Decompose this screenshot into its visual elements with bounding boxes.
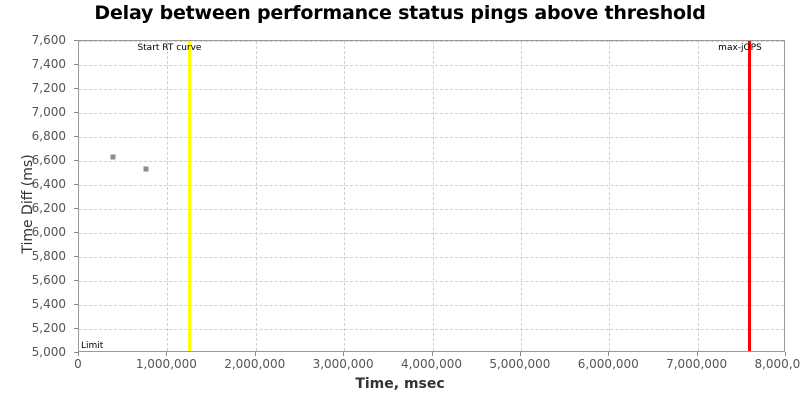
y-axis-tick-mark <box>74 112 78 113</box>
data-point <box>143 166 149 172</box>
y-axis-tick-label: 7,200 <box>31 81 66 95</box>
x-axis-tick-mark <box>608 352 610 356</box>
y-axis-tick-mark <box>74 256 78 257</box>
y-axis-tick-label: 7,400 <box>31 57 66 71</box>
y-axis-tick-labels: 5,000 5,200 5,400 5,600 5,800 6,000 6,200 6,400… <box>0 0 66 400</box>
gridline-horizontal <box>79 233 784 234</box>
gridline-horizontal <box>79 161 784 162</box>
x-axis-title: Time, msec <box>355 376 445 392</box>
y-axis-tick-mark <box>74 88 78 89</box>
gridline-horizontal <box>79 185 784 186</box>
gridline-horizontal <box>79 281 784 282</box>
y-axis-tick-label: 5,400 <box>31 297 66 311</box>
x-axis-tick-mark <box>431 352 433 356</box>
x-axis-tick-mark <box>519 352 521 356</box>
gridline-horizontal <box>79 209 784 210</box>
data-point <box>110 154 116 160</box>
y-axis-tick-mark <box>74 328 78 329</box>
marker-line-max-jops <box>748 41 752 351</box>
x-axis-tick-label: 1,000,000 <box>135 357 197 371</box>
y-axis-tick-label: 6,200 <box>31 201 66 215</box>
gridline-horizontal <box>79 113 784 114</box>
gridline-vertical <box>432 41 434 351</box>
gridline-horizontal <box>79 65 784 66</box>
y-axis-tick-mark <box>74 160 78 161</box>
y-axis-tick-label: 5,800 <box>31 249 66 263</box>
marker-label-limit: Limit <box>81 341 104 351</box>
x-axis-tick-label: 2,000,000 <box>224 357 286 371</box>
gridline-vertical <box>167 41 169 351</box>
y-axis-tick-mark <box>74 136 78 137</box>
x-axis-tick-mark <box>78 352 79 356</box>
x-axis-tick-mark <box>254 352 256 356</box>
plot-area: Start RT curve max-jOPS Limit <box>78 40 785 352</box>
marker-label-start-rt-curve: Start RT curve <box>137 43 202 53</box>
y-axis-tick-mark <box>74 64 78 65</box>
x-axis-tick-mark <box>696 352 698 356</box>
y-axis-tick-label: 6,400 <box>31 177 66 191</box>
y-axis-tick-label: 6,000 <box>31 225 66 239</box>
y-axis-tick-label: 5,000 <box>31 345 66 359</box>
y-axis-tick-mark <box>74 352 78 353</box>
gridline-vertical <box>344 41 346 351</box>
y-axis-title: Time Diff (ms) <box>20 154 36 254</box>
y-axis-tick-mark <box>74 40 78 41</box>
marker-label-max-jops: max-jOPS <box>718 43 762 53</box>
x-axis-tick-label: 5,000,000 <box>489 357 551 371</box>
gridline-horizontal <box>79 41 784 42</box>
y-axis-tick-label: 5,200 <box>31 321 66 335</box>
y-axis-tick-mark <box>74 304 78 305</box>
x-axis-tick-label: 8,000,000 <box>754 357 800 371</box>
gridline-vertical <box>697 41 699 351</box>
x-axis-tick-mark <box>343 352 345 356</box>
gridline-horizontal <box>79 137 784 138</box>
chart-title: Delay between performance status pings a… <box>94 2 706 24</box>
gridline-vertical <box>609 41 611 351</box>
y-axis-tick-label: 7,000 <box>31 105 66 119</box>
x-axis-tick-mark <box>166 352 168 356</box>
x-axis-tick-mark <box>785 352 786 356</box>
y-axis-tick-label: 7,600 <box>31 33 66 47</box>
y-axis-tick-label: 6,800 <box>31 129 66 143</box>
gridline-vertical <box>520 41 522 351</box>
x-axis-tick-label: 6,000,000 <box>577 357 639 371</box>
x-axis-tick-label: 4,000,000 <box>400 357 463 371</box>
x-axis-tick-label: 7,000,000 <box>666 357 728 371</box>
marker-line-start-rt-curve <box>187 41 191 351</box>
x-axis-tick-label: 3,000,000 <box>312 357 374 371</box>
gridline-horizontal <box>79 305 784 306</box>
x-axis-tick-label: 0 <box>74 357 82 371</box>
gridline-horizontal <box>79 257 784 258</box>
y-axis-tick-mark <box>74 280 78 281</box>
gridline-horizontal <box>79 329 784 330</box>
gridline-vertical <box>255 41 257 351</box>
y-axis-tick-label: 6,600 <box>31 153 66 167</box>
y-axis-tick-mark <box>74 208 78 209</box>
y-axis-tick-label: 5,600 <box>31 273 66 287</box>
y-axis-tick-mark <box>74 184 78 185</box>
y-axis-tick-mark <box>74 232 78 233</box>
gridline-horizontal <box>79 89 784 90</box>
